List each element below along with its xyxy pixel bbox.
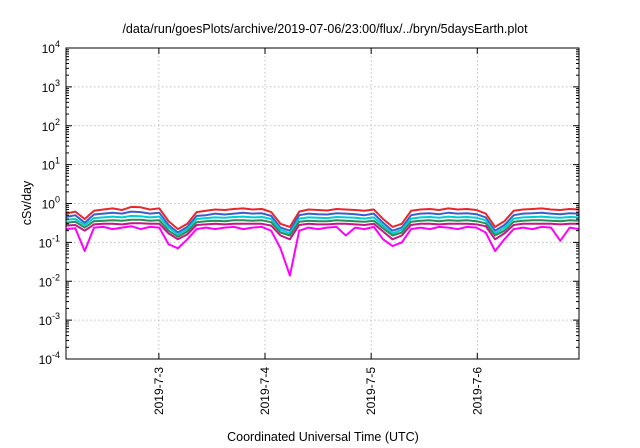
- x-axis-label: Coordinated Universal Time (UTC): [227, 430, 419, 444]
- series-line-2: [65, 210, 580, 234]
- chart-title: /data/run/goesPlots/archive/2019-07-06/2…: [122, 22, 528, 36]
- y-tick-label: 101: [42, 156, 60, 173]
- y-axis: 10-4 10-3 10-2 10-1 100 101 102 103 104: [39, 39, 579, 367]
- x-tick-label: 2019-7-5: [364, 367, 378, 415]
- series-line-4: [65, 218, 580, 238]
- grid: [66, 48, 579, 359]
- series-line-5: [65, 222, 579, 241]
- series-line-1: [65, 205, 580, 231]
- y-tick-label: 104: [42, 39, 60, 56]
- x-tick-label: 2019-7-6: [470, 367, 484, 415]
- x-tick-label: 2019-7-3: [152, 367, 166, 415]
- x-axis: 2019-7-3 2019-7-4 2019-7-5 2019-7-6: [152, 48, 484, 415]
- series-layer: [65, 205, 580, 277]
- y-axis-label: cSv/day: [20, 180, 34, 225]
- y-tick-label: 102: [42, 117, 60, 134]
- series-line-6: [65, 225, 580, 277]
- y-tick-label: 100: [42, 195, 60, 212]
- y-tick-label: 10-1: [39, 233, 60, 250]
- y-tick-label: 10-4: [39, 350, 60, 367]
- y-tick-label: 103: [42, 78, 60, 95]
- y-tick-label: 10-2: [39, 272, 60, 289]
- x-tick-label: 2019-7-4: [258, 367, 272, 415]
- series-line-3: [65, 214, 580, 236]
- y-tick-label: 10-3: [39, 311, 60, 328]
